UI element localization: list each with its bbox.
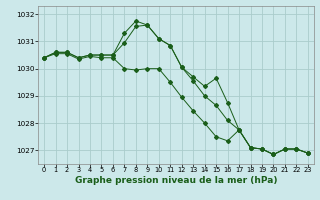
X-axis label: Graphe pression niveau de la mer (hPa): Graphe pression niveau de la mer (hPa): [75, 176, 277, 185]
